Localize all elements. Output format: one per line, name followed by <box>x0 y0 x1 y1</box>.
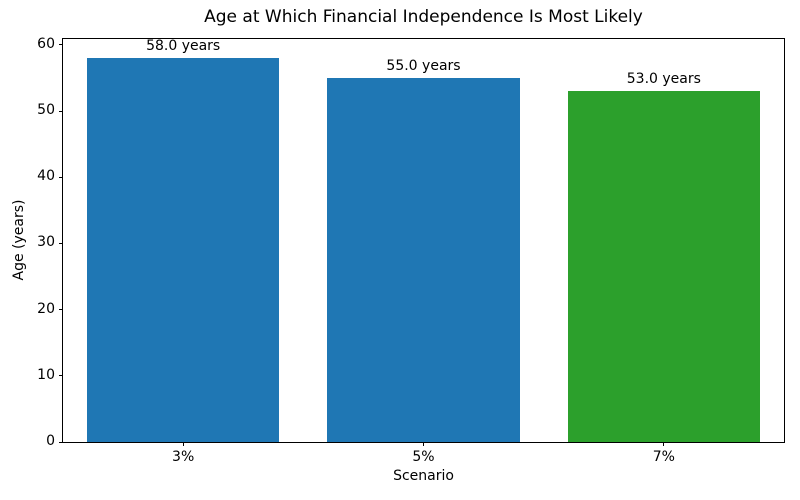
y-tick-mark <box>59 309 63 311</box>
x-tick-label-5%: 5% <box>412 449 435 465</box>
bar-3% <box>87 58 280 442</box>
y-tick-label: 10 <box>37 366 55 383</box>
y-tick-mark <box>59 242 63 244</box>
bar-5% <box>327 78 520 442</box>
y-axis-label: Age (years) <box>11 199 27 281</box>
x-tick-label-7%: 7% <box>652 449 675 465</box>
y-tick-mark <box>59 44 63 46</box>
y-tick-label: 30 <box>37 234 55 251</box>
y-tick-mark <box>59 110 63 112</box>
x-tick-mark <box>663 442 665 446</box>
y-tick-mark <box>59 176 63 178</box>
y-tick-mark <box>59 375 63 377</box>
x-tick-label-3%: 3% <box>172 449 195 465</box>
y-tick-label: 0 <box>46 433 55 449</box>
bar-value-label: 55.0 years <box>386 58 461 75</box>
y-tick-label: 40 <box>37 168 55 185</box>
y-tick-label: 60 <box>37 35 55 52</box>
y-tick-label: 50 <box>37 102 55 119</box>
plot-area: 0 10 20 30 40 50 60 58.0 years 3% 55.0 years 5% 53.… <box>37 36 785 465</box>
x-tick-mark <box>423 442 424 446</box>
bar-7% <box>567 91 760 442</box>
y-tick-mark <box>59 441 63 443</box>
x-tick-mark <box>182 442 184 446</box>
bar-value-label: 58.0 years <box>146 38 221 55</box>
y-tick-label: 20 <box>37 300 55 317</box>
bar-value-label: 53.0 years <box>626 71 701 88</box>
x-axis-label: Scenario <box>393 468 454 484</box>
chart-title: Age at Which Financial Independence Is M… <box>204 7 643 27</box>
